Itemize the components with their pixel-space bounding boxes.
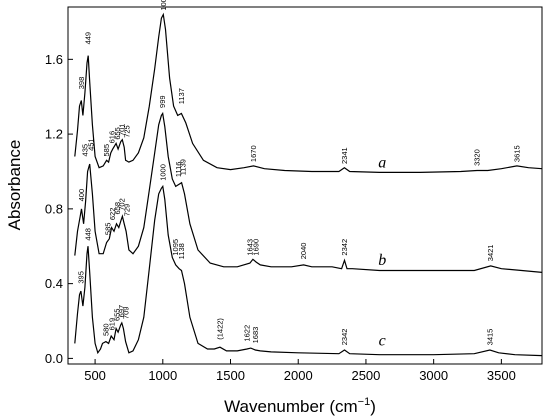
curve-label-c: c (379, 332, 386, 349)
peak-label: 709 (122, 307, 131, 320)
peak-label: 3320 (472, 149, 481, 166)
peak-label: 729 (122, 204, 131, 217)
peak-label: 585 (104, 223, 113, 236)
x-tick-label: 3500 (487, 368, 516, 383)
y-axis-title: Absorbance (5, 140, 24, 231)
peak-label: 1622 (242, 325, 251, 342)
peak-label: 448 (84, 228, 93, 241)
y-tick-label: 0.0 (45, 351, 63, 366)
x-axis: 500 1000 1500 2000 2500 3000 3500 (84, 359, 516, 383)
x-tick-label: 3000 (419, 368, 448, 383)
x-axis-title-close: ) (370, 397, 376, 416)
peak-label: 622 (108, 208, 117, 221)
peak-label: 999 (158, 95, 167, 108)
x-tick-label: 1500 (216, 368, 245, 383)
y-tick-label: 0.4 (45, 276, 63, 291)
series-layer: a b c (74, 12, 543, 357)
curve-label-a: a (378, 155, 386, 172)
peak-label: 619 (107, 318, 116, 331)
peak-label: 1690 (252, 239, 261, 256)
y-axis: 0.0 0.4 0.8 1.2 1.6 (45, 52, 73, 366)
peak-label: 1683 (251, 327, 260, 344)
peak-label: 702 (118, 198, 127, 211)
peak-label: 655 (113, 127, 122, 140)
peak-label: 1643 (245, 239, 254, 256)
series-line-b (74, 111, 543, 273)
peak-label: 1139 (179, 159, 188, 175)
peak-label: 1095 (171, 239, 180, 256)
peak-label: 1670 (249, 145, 258, 162)
peak-label: 3421 (486, 245, 495, 262)
peak-label: 2341 (340, 147, 349, 164)
peak-label: 1000 (158, 164, 167, 181)
peak-label: 585 (102, 144, 111, 157)
peak-label: 398 (77, 77, 86, 90)
x-axis-title-main: Wavenumber (cm (224, 397, 358, 416)
peak-label: 2040 (299, 243, 308, 260)
peak-label: 1137 (177, 88, 186, 104)
peak-label: 580 (101, 323, 110, 336)
peak-label: 701 (118, 124, 127, 137)
peak-label: 658 (113, 202, 122, 215)
series-line-a (74, 12, 543, 173)
x-tick-label: 2000 (284, 368, 313, 383)
curve-label-b: b (378, 252, 386, 269)
peak-label: 725 (122, 125, 131, 138)
x-tick-label: 500 (84, 368, 106, 383)
peak-label: (1422) (216, 318, 225, 340)
peak-label: 395 (76, 271, 85, 284)
peak-label: 3415 (485, 329, 494, 346)
peak-label: 3615 (512, 145, 521, 162)
peak-label: 655 (112, 309, 121, 322)
peak-label: 451 (87, 138, 96, 151)
x-tick-label: 2500 (351, 368, 380, 383)
series-line-c (74, 184, 543, 357)
y-tick-label: 1.2 (45, 127, 63, 142)
peak-label: 449 (84, 32, 93, 45)
peak-label: 1116 (174, 162, 183, 178)
x-tick-label: 1000 (148, 368, 177, 383)
plot-frame (67, 6, 543, 365)
y-tick-label: 0.8 (45, 201, 63, 216)
peak-label: 616 (108, 131, 117, 144)
y-tick-label: 1.6 (45, 52, 63, 67)
peak-label: 2342 (340, 239, 349, 256)
peak-label: 1138 (177, 243, 186, 259)
x-axis-title: Wavenumber (cm−1) (224, 396, 376, 416)
peak-label: 400 (77, 189, 86, 202)
x-axis-title-sup: −1 (358, 396, 371, 408)
peak-label: 2342 (340, 329, 349, 346)
peak-label: 697 (117, 305, 126, 318)
peak-label: 435 (80, 144, 89, 157)
peak-label: 1004 (159, 0, 168, 11)
